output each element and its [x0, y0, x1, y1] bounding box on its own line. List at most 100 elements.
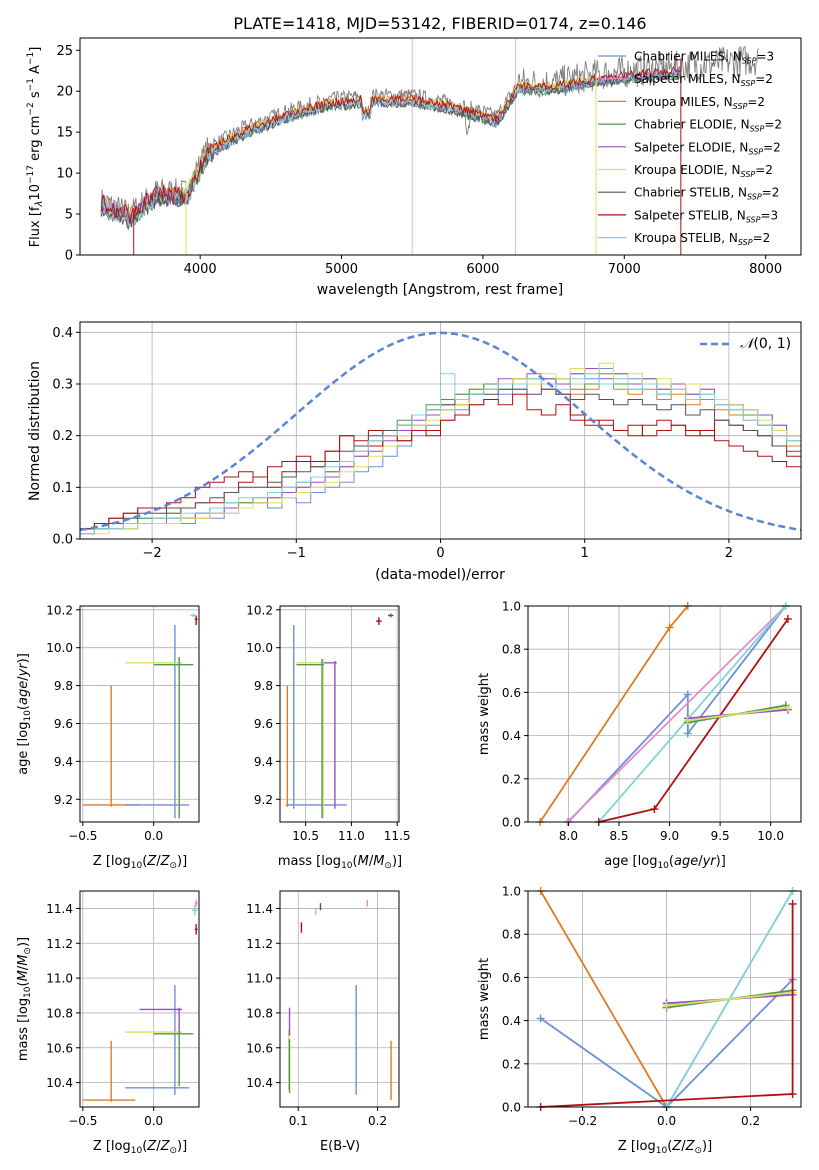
- y-tick-label: 0.6: [502, 686, 521, 700]
- figure-title: PLATE=1418, MJD=53142, FIBERID=0174, z=0…: [233, 14, 646, 33]
- x-tick-label: 11.0: [338, 829, 365, 843]
- x-tick-label: −0.5: [68, 829, 97, 843]
- histogram-legend: 𝒩(0, 1): [700, 336, 791, 352]
- legend-label: Kroupa STELIB, NSSP=2: [634, 231, 770, 247]
- ebv-mass-panel: 0.1 0.2 10.4 10.6 10.8 11.0 11.2 11.4 E(B-V): [246, 890, 400, 1154]
- x-tick-label: 0.2: [741, 1114, 760, 1128]
- y-tick-label: 10: [56, 167, 73, 182]
- x-tick-label: 0.0: [144, 829, 163, 843]
- x-tick-label: 6000: [466, 262, 499, 277]
- legend-label: Chabrier MILES, NSSP=3: [634, 50, 774, 66]
- model-spectrum-line: [100, 65, 681, 224]
- y-tick-label: 0.8: [502, 643, 521, 657]
- y-tick-label: 10.6: [46, 1041, 73, 1055]
- y-tick-label: 1.0: [502, 885, 521, 899]
- x-tick-label: −0.5: [68, 1114, 97, 1128]
- x-tick-label: 0: [436, 546, 444, 561]
- y-tick-label: 10.6: [246, 1041, 273, 1055]
- mass-age-axes-frame: [279, 605, 400, 823]
- y-tick-label: 0.0: [502, 1101, 521, 1115]
- z-weight-axes-frame: [527, 890, 802, 1108]
- z-age-axes-frame: [79, 605, 200, 823]
- y-tick-label: 5: [65, 208, 73, 223]
- y-tick-label: 11.2: [246, 937, 273, 951]
- y-tick-label: 20: [56, 85, 73, 100]
- y-tick-label: 10.8: [246, 1006, 273, 1020]
- y-tick-label: 9.8: [54, 679, 73, 693]
- histogram-xlabel: (data-model)/error: [375, 567, 505, 583]
- y-tick-label: 10.2: [46, 603, 73, 617]
- x-tick-label: 9.0: [660, 829, 679, 843]
- spectrum-panel: PLATE=1418, MJD=53142, FIBERID=0174, z=0…: [26, 14, 802, 298]
- residual-histogram-line: [80, 393, 801, 530]
- legend-label: Kroupa MILES, NSSP=2: [634, 95, 765, 111]
- gauss-legend-label: 𝒩(0, 1): [740, 336, 791, 352]
- spectrum-xlabel: wavelength [Angstrom, rest frame]: [317, 282, 563, 298]
- legend-label: Salpeter STELIB, NSSP=3: [634, 208, 778, 224]
- y-tick-label: 11.0: [246, 972, 273, 986]
- y-tick-label: 0.2: [52, 429, 73, 444]
- y-tick-label: 10.4: [46, 1076, 73, 1090]
- x-tick-label: −1: [287, 546, 306, 561]
- y-tick-label: 0.1: [52, 481, 73, 496]
- mass-age-panel: 10.5 11.0 11.5 9.2 9.4 9.6 9.8 10.0 10.2 mass [l…: [246, 603, 410, 871]
- x-tick-label: 7000: [608, 262, 641, 277]
- ebv-mass-xlabel: E(B-V): [320, 1139, 360, 1154]
- x-tick-label: 8000: [749, 262, 782, 277]
- age-weight-panel: 8.0 8.5 9.0 9.5 10.0 0.0 0.2 0.4 0.6 0.8 1.0 age […: [477, 600, 802, 871]
- mass-age-xlabel: mass [log10(M/M⊙)]: [278, 854, 402, 871]
- spectrum-axes-frame: [79, 37, 802, 256]
- z-mass-axes-frame: [79, 890, 200, 1108]
- x-tick-label: 1: [581, 546, 589, 561]
- x-tick-label: 4000: [184, 262, 217, 277]
- x-tick-label: 8.5: [609, 829, 628, 843]
- x-tick-label: −2: [143, 546, 162, 561]
- x-tick-label: 10.0: [757, 829, 784, 843]
- x-tick-label: 2: [725, 546, 733, 561]
- y-tick-label: 0.4: [502, 1014, 521, 1028]
- y-tick-label: 0.6: [502, 971, 521, 985]
- y-tick-label: 11.0: [46, 972, 73, 986]
- x-tick-label: 0.0: [657, 1114, 676, 1128]
- y-tick-label: 10.0: [246, 641, 273, 655]
- x-tick-label: 11.5: [384, 829, 411, 843]
- residual-histogram-line: [80, 373, 801, 535]
- mass-weight-line: [666, 991, 793, 1007]
- spectrum-ylabel: Flux [fλ10−17 erg cm−2 s−1 A−1]: [26, 47, 45, 248]
- age-weight-xlabel: age [log10(age/yr)]: [604, 854, 726, 871]
- y-tick-label: 9.6: [254, 717, 273, 731]
- x-tick-label: 0.1: [289, 1114, 308, 1128]
- y-tick-label: 0.8: [502, 928, 521, 942]
- y-tick-label: 25: [56, 44, 73, 59]
- y-tick-label: 11.4: [246, 902, 273, 916]
- y-tick-label: 9.6: [54, 717, 73, 731]
- z-weight-panel: −0.2 0.0 0.2 0.0 0.2 0.4 0.6 0.8 1.0 Z [log10(Z/…: [477, 885, 802, 1156]
- mass-weight-line: [687, 706, 789, 722]
- y-tick-label: 0.0: [52, 533, 73, 548]
- legend-label: Chabrier STELIB, NSSP=2: [634, 186, 779, 202]
- z-age-xlabel: Z [log10(Z/Z⊙)]: [93, 854, 187, 871]
- z-mass-panel: −0.5 0.0 10.4 10.6 10.8 11.0 11.2 11.4 Z [log10…: [16, 890, 200, 1156]
- y-tick-label: 11.2: [46, 937, 73, 951]
- y-tick-label: 0: [65, 249, 73, 264]
- mass-weight-line: [539, 890, 668, 1108]
- y-tick-label: 1.0: [502, 600, 521, 614]
- z-age-ylabel: age [log10(age/yr)]: [16, 653, 33, 775]
- y-tick-label: 0.0: [502, 816, 521, 830]
- y-tick-label: 9.2: [54, 793, 73, 807]
- age-weight-axes-frame: [527, 605, 802, 823]
- z-weight-ylabel: mass weight: [477, 958, 492, 1040]
- mass-weight-line: [598, 605, 787, 823]
- z-age-panel: −0.5 0.0 9.2 9.4 9.6 9.8 10.0 10.2 Z [log10(Z/Z…: [16, 603, 200, 871]
- y-tick-label: 0.4: [52, 326, 73, 341]
- z-mass-ylabel: mass [log10(M/M⊙)]: [16, 937, 33, 1061]
- y-tick-label: 9.8: [254, 679, 273, 693]
- residual-histogram-line: [80, 388, 801, 530]
- y-tick-label: 10.0: [46, 641, 73, 655]
- y-tick-label: 0.2: [502, 1057, 521, 1071]
- y-tick-label: 10.4: [246, 1076, 273, 1090]
- z-weight-xlabel: Z [log10(Z/Z⊙)]: [618, 1139, 712, 1156]
- spectrum-legend: Chabrier MILES, NSSP=3 Salpeter MILES, NS…: [598, 50, 782, 247]
- x-tick-label: 5000: [325, 262, 358, 277]
- age-weight-ylabel: mass weight: [477, 673, 492, 755]
